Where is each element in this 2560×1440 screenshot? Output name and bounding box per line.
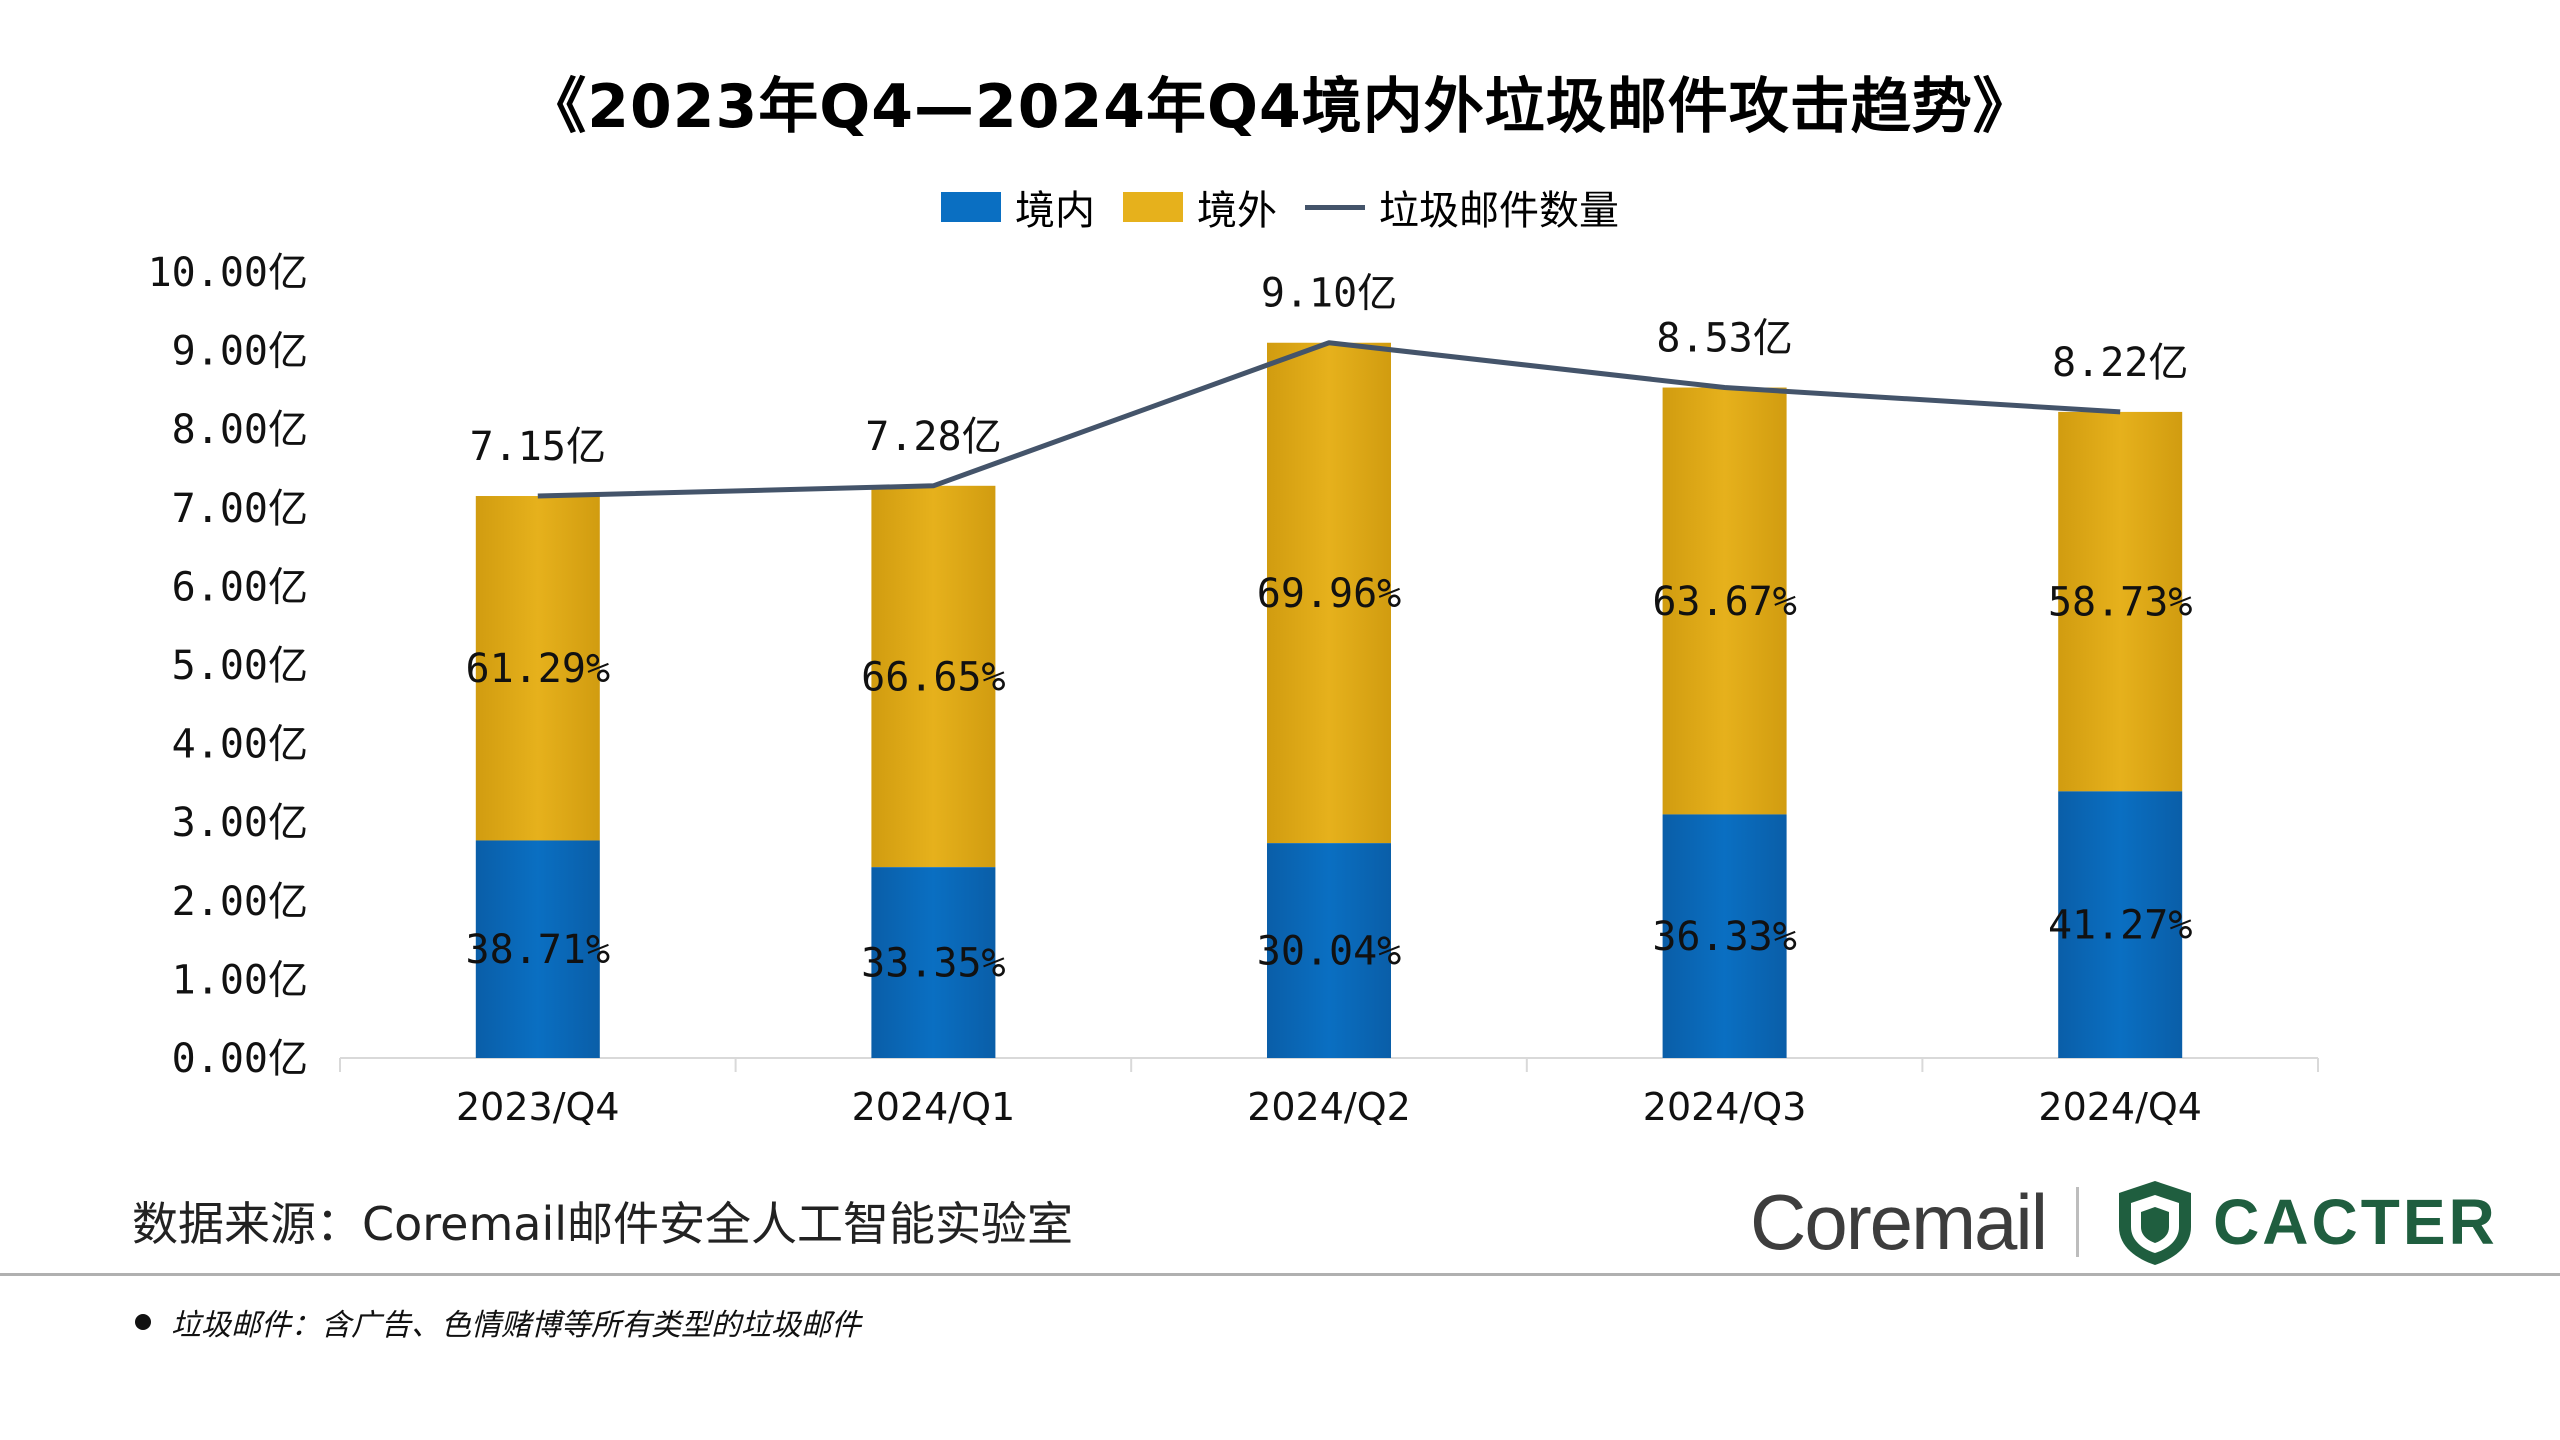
legend-item-total: 垃圾邮件数量 xyxy=(1305,178,1619,236)
legend-item-foreign: 境外 xyxy=(1123,178,1277,236)
y-tick-label: 2.00亿 xyxy=(172,879,308,925)
y-tick-label: 0.00亿 xyxy=(172,1036,308,1082)
data-label-foreign: 69.96% xyxy=(1257,571,1402,617)
y-tick-label: 1.00亿 xyxy=(172,957,308,1003)
bullet-icon xyxy=(135,1314,151,1330)
data-label-foreign: 66.65% xyxy=(861,654,1006,700)
bar-foreign xyxy=(1267,342,1391,844)
legend-swatch-total xyxy=(1305,204,1365,210)
stacked-bar-chart: 0.00亿 1.00亿 2.00亿 3.00亿 4.00亿 5.00亿 6.00亿 7.00亿… xyxy=(148,250,2319,1129)
data-label-domestic: 36.33% xyxy=(1652,914,1797,960)
data-label-domestic: 33.35% xyxy=(861,941,1006,987)
data-label-total: 7.28亿 xyxy=(865,414,1001,460)
chart-title: 《2023年Q4—2024年Q4境内外垃圾邮件攻击趋势》 xyxy=(526,72,2034,142)
bar-domestic xyxy=(1662,814,1787,1058)
x-tick-label: 2024/Q2 xyxy=(1247,1085,1411,1129)
legend-swatch-foreign xyxy=(1123,192,1183,222)
y-tick-label: 4.00亿 xyxy=(172,722,308,768)
y-tick-label: 10.00亿 xyxy=(148,250,308,296)
footnote: 垃圾邮件：含广告、色情赌博等所有类型的垃圾邮件 xyxy=(135,1300,861,1344)
cacter-logo: CACTER xyxy=(2213,1186,2498,1258)
x-tick-label: 2023/Q4 xyxy=(456,1085,620,1129)
bar-foreign xyxy=(871,485,996,868)
logo-divider xyxy=(2076,1187,2080,1257)
bar-domestic xyxy=(871,867,996,1058)
y-tick-label: 8.00亿 xyxy=(172,407,308,453)
data-label-total: 8.53亿 xyxy=(1656,316,1792,362)
data-label-total: 8.22亿 xyxy=(2052,340,2188,386)
legend-label-total: 垃圾邮件数量 xyxy=(1379,188,1619,234)
data-source: 数据来源：Coremail邮件安全人工智能实验室 xyxy=(132,1197,1074,1251)
data-label-domestic: 30.04% xyxy=(1257,929,1402,975)
legend-label-domestic: 境内 xyxy=(1015,188,1095,234)
bar-foreign xyxy=(1662,387,1787,815)
legend-label-foreign: 境外 xyxy=(1197,188,1277,234)
logo-group: Coremail CACTER xyxy=(1750,1172,2498,1272)
y-tick-label: 3.00亿 xyxy=(172,800,308,846)
data-label-domestic: 38.71% xyxy=(466,927,611,973)
chart-legend: 境内 境外 垃圾邮件数量 xyxy=(0,178,2560,236)
x-tick-label: 2024/Q3 xyxy=(1643,1085,1807,1129)
legend-swatch-domestic xyxy=(941,192,1001,222)
data-label-foreign: 58.73% xyxy=(2048,580,2193,626)
footnote-text: 垃圾邮件：含广告、色情赌博等所有类型的垃圾邮件 xyxy=(171,1308,861,1343)
data-label-foreign: 61.29% xyxy=(466,646,611,692)
data-label-foreign: 63.67% xyxy=(1652,579,1797,625)
x-tick-label: 2024/Q4 xyxy=(2038,1085,2202,1129)
y-tick-label: 6.00亿 xyxy=(172,564,308,610)
y-tick-label: 7.00亿 xyxy=(172,486,308,532)
bar-domestic xyxy=(2058,791,2183,1058)
data-label-domestic: 41.27% xyxy=(2048,903,2193,949)
legend-item-domestic: 境内 xyxy=(941,178,1095,236)
coremail-logo: Coremail xyxy=(1750,1177,2048,1266)
y-tick-label: 5.00亿 xyxy=(172,643,308,689)
bar-foreign xyxy=(475,496,600,841)
bar-foreign xyxy=(2058,411,2183,792)
divider-line xyxy=(0,1273,2560,1276)
data-label-total: 9.10亿 xyxy=(1261,271,1397,317)
y-tick-label: 9.00亿 xyxy=(172,329,308,375)
total-line xyxy=(537,340,2121,499)
data-label-total: 7.15亿 xyxy=(470,424,606,470)
x-tick-label: 2024/Q1 xyxy=(852,1085,1016,1129)
bar-domestic xyxy=(475,840,600,1058)
cacter-shield-icon xyxy=(2119,1181,2192,1265)
bar-domestic xyxy=(1267,843,1391,1058)
